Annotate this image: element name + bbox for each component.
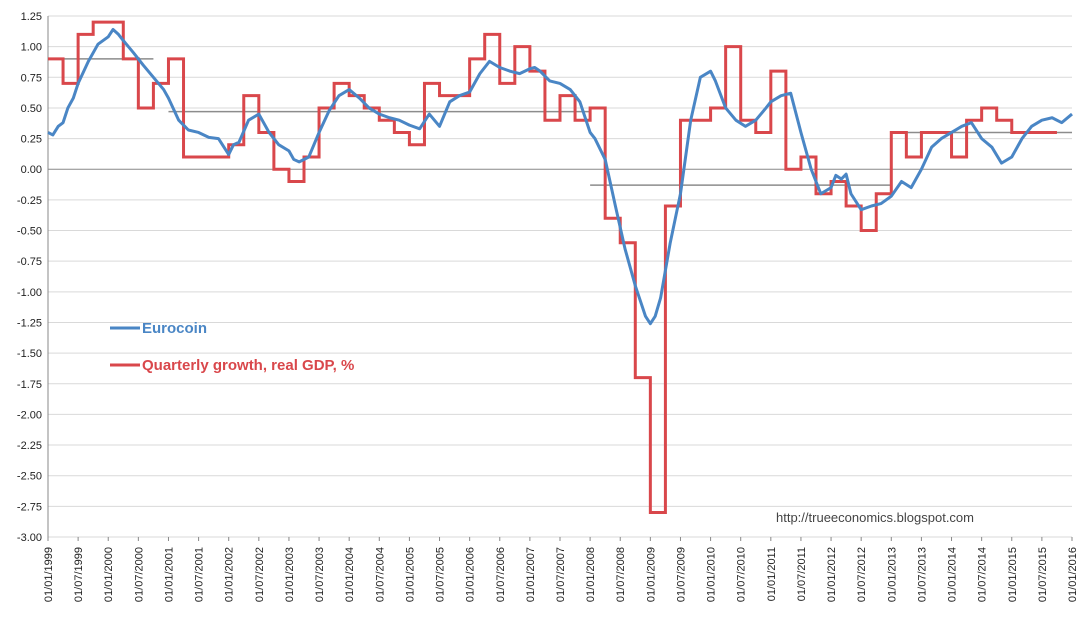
x-tick-label: 01/01/2002 (224, 547, 236, 602)
x-tick-label: 01/01/2005 (404, 547, 416, 602)
source-url: http://trueeconomics.blogspot.com (776, 510, 974, 525)
x-tick-label: 01/07/2000 (133, 547, 145, 602)
axis-layer: 1.25 1.00 0.75 0.50 0.25 0.00 -0.25 -0.50 -0.75 -… (17, 11, 1079, 602)
x-tick-label: 01/07/2006 (495, 547, 507, 602)
x-tick-label: 01/07/2011 (796, 547, 808, 601)
x-tick-label: 01/01/2007 (525, 547, 537, 602)
x-tick-label: 01/07/2004 (374, 547, 386, 602)
gdp-series-line (48, 20, 1057, 514)
y-tick-label: 0.75 (21, 72, 42, 84)
x-tick-label: 01/01/2004 (344, 547, 356, 602)
x-tick-label: 01/07/2008 (615, 547, 627, 602)
y-tick-label: -0.25 (17, 195, 42, 207)
x-tick-label: 01/07/2007 (555, 547, 567, 602)
series-layer (47, 20, 1073, 514)
legend-eurocoin-label: Eurocoin (142, 320, 207, 337)
x-tick-label: 01/01/2011 (766, 547, 778, 601)
x-tick-label: 01/01/2012 (826, 547, 838, 602)
x-tick-label: 01/07/1999 (73, 547, 85, 602)
y-tick-label: -1.75 (17, 379, 42, 391)
x-tick-label: 01/07/2005 (435, 547, 447, 602)
y-tick-label: -2.75 (17, 501, 42, 513)
x-tick-label: 01/07/2013 (916, 547, 928, 602)
y-tick-label: -2.25 (17, 440, 42, 452)
y-tick-label: 0.00 (21, 164, 42, 176)
x-tick-label: 01/01/2010 (706, 547, 718, 602)
grid-layer (48, 15, 1072, 538)
y-tick-label: 1.00 (21, 42, 42, 54)
x-tick-label: 01/01/2016 (1067, 547, 1079, 602)
x-tick-label: 01/01/2000 (103, 547, 115, 602)
y-tick-label: -1.50 (17, 348, 42, 360)
y-tick-label: 0.50 (21, 103, 42, 115)
x-tick-label: 01/01/2013 (886, 547, 898, 602)
x-tick-label: 01/01/1999 (43, 547, 55, 602)
y-tick-label: -0.75 (17, 256, 42, 268)
y-tick-label: 0.25 (21, 134, 42, 146)
y-tick-label: 1.25 (21, 11, 42, 23)
x-tick-label: 01/01/2009 (645, 547, 657, 602)
y-tick-label: -0.50 (17, 226, 42, 238)
x-tick-label: 01/01/2003 (284, 547, 296, 602)
y-tick-label: -2.00 (17, 409, 42, 421)
x-tick-label: 01/01/2015 (1007, 547, 1019, 602)
eurocoin-series-line (47, 27, 1073, 326)
y-tick-label: -3.00 (17, 532, 42, 544)
x-tick-label: 01/07/2015 (1037, 547, 1049, 602)
x-tick-label: 01/01/2008 (585, 547, 597, 602)
x-tick-label: 01/07/2012 (856, 547, 868, 602)
x-tick-label: 01/07/2014 (977, 547, 989, 602)
x-tick-label: 01/01/2001 (163, 547, 175, 602)
x-tick-label: 01/01/2006 (465, 547, 477, 602)
legend: Eurocoin Quarterly growth, real GDP, % (110, 320, 354, 374)
y-tick-label: -1.25 (17, 317, 42, 329)
y-tick-label: -2.50 (17, 471, 42, 483)
legend-gdp-label: Quarterly growth, real GDP, % (142, 357, 354, 374)
x-tick-label: 01/01/2014 (947, 547, 959, 602)
y-tick-label: -1.00 (17, 287, 42, 299)
x-tick-label: 01/07/2001 (194, 547, 206, 602)
x-tick-label: 01/07/2010 (736, 547, 748, 602)
x-tick-label: 01/07/2003 (314, 547, 326, 602)
x-tick-label: 01/07/2009 (675, 547, 687, 602)
x-tick-label: 01/07/2002 (254, 547, 266, 602)
